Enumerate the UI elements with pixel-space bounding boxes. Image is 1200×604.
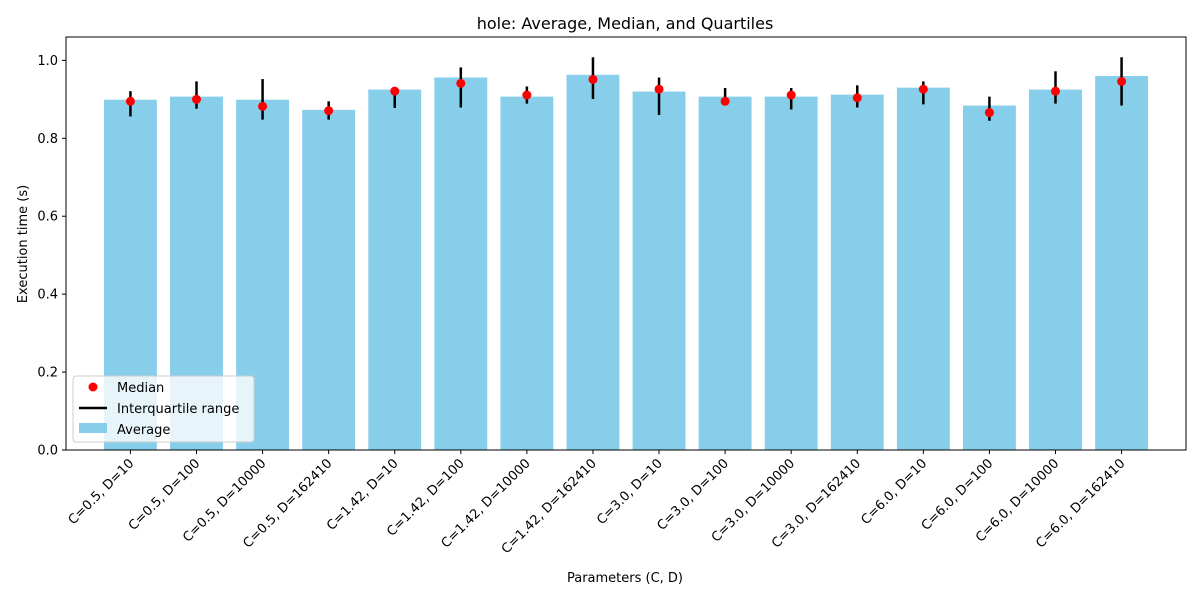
x-tick-label: C=0.5, D=10	[66, 456, 138, 528]
median-point	[456, 78, 466, 88]
y-tick-label: 0.0	[37, 444, 58, 459]
median-point	[324, 106, 334, 116]
x-axis-title: Parameters (C, D)	[567, 571, 683, 586]
average-bar	[962, 105, 1016, 451]
median-point	[390, 86, 400, 96]
median-point	[918, 84, 928, 94]
average-bar	[1029, 89, 1082, 450]
median-point	[984, 108, 994, 118]
y-tick-label: 0.8	[37, 132, 58, 147]
y-tick-label: 0.2	[37, 366, 58, 381]
plot-frame	[65, 36, 1187, 451]
x-tick-label: C=6.0, D=10	[859, 456, 931, 528]
median-point	[720, 96, 730, 106]
y-axis: 0.0 0.2 0.4 0.6 0.8 1.0	[37, 54, 66, 459]
average-bar	[632, 91, 686, 450]
median-point	[522, 90, 532, 100]
average-bar	[830, 94, 884, 450]
median-point	[654, 84, 664, 94]
legend-box	[72, 375, 255, 443]
legend-average-marker	[79, 423, 107, 433]
chart-title: hole: Average, Median, and Quartiles	[477, 14, 774, 33]
median-point	[192, 94, 202, 104]
average-bar	[500, 96, 554, 450]
average-bar	[566, 74, 620, 450]
legend-average-label: Average	[117, 423, 170, 438]
x-tick-label: C=3.0, D=10	[594, 456, 666, 528]
legend: Median Interquartile range Average	[72, 375, 255, 443]
median-point	[1050, 86, 1060, 96]
legend-iqr-label: Interquartile range	[117, 402, 239, 417]
legend-median-marker	[88, 382, 98, 392]
median-point	[588, 74, 598, 84]
median-point	[786, 90, 796, 100]
average-bar	[1095, 75, 1149, 450]
y-tick-label: 0.6	[37, 210, 58, 225]
median-point	[258, 101, 268, 111]
y-tick-label: 1.0	[37, 54, 58, 69]
bars-layer	[103, 74, 1149, 451]
median-layer	[125, 74, 1127, 118]
average-bar	[434, 77, 488, 450]
y-axis-title: Execution time (s)	[16, 185, 31, 303]
average-bar	[368, 89, 422, 450]
average-bar	[764, 96, 818, 450]
average-bar	[896, 87, 950, 450]
median-point	[125, 96, 135, 106]
legend-median-label: Median	[117, 381, 164, 396]
average-bar	[698, 96, 752, 450]
median-point	[1117, 76, 1127, 86]
median-point	[852, 93, 862, 103]
y-tick-label: 0.4	[37, 288, 58, 303]
average-bar	[302, 109, 356, 450]
